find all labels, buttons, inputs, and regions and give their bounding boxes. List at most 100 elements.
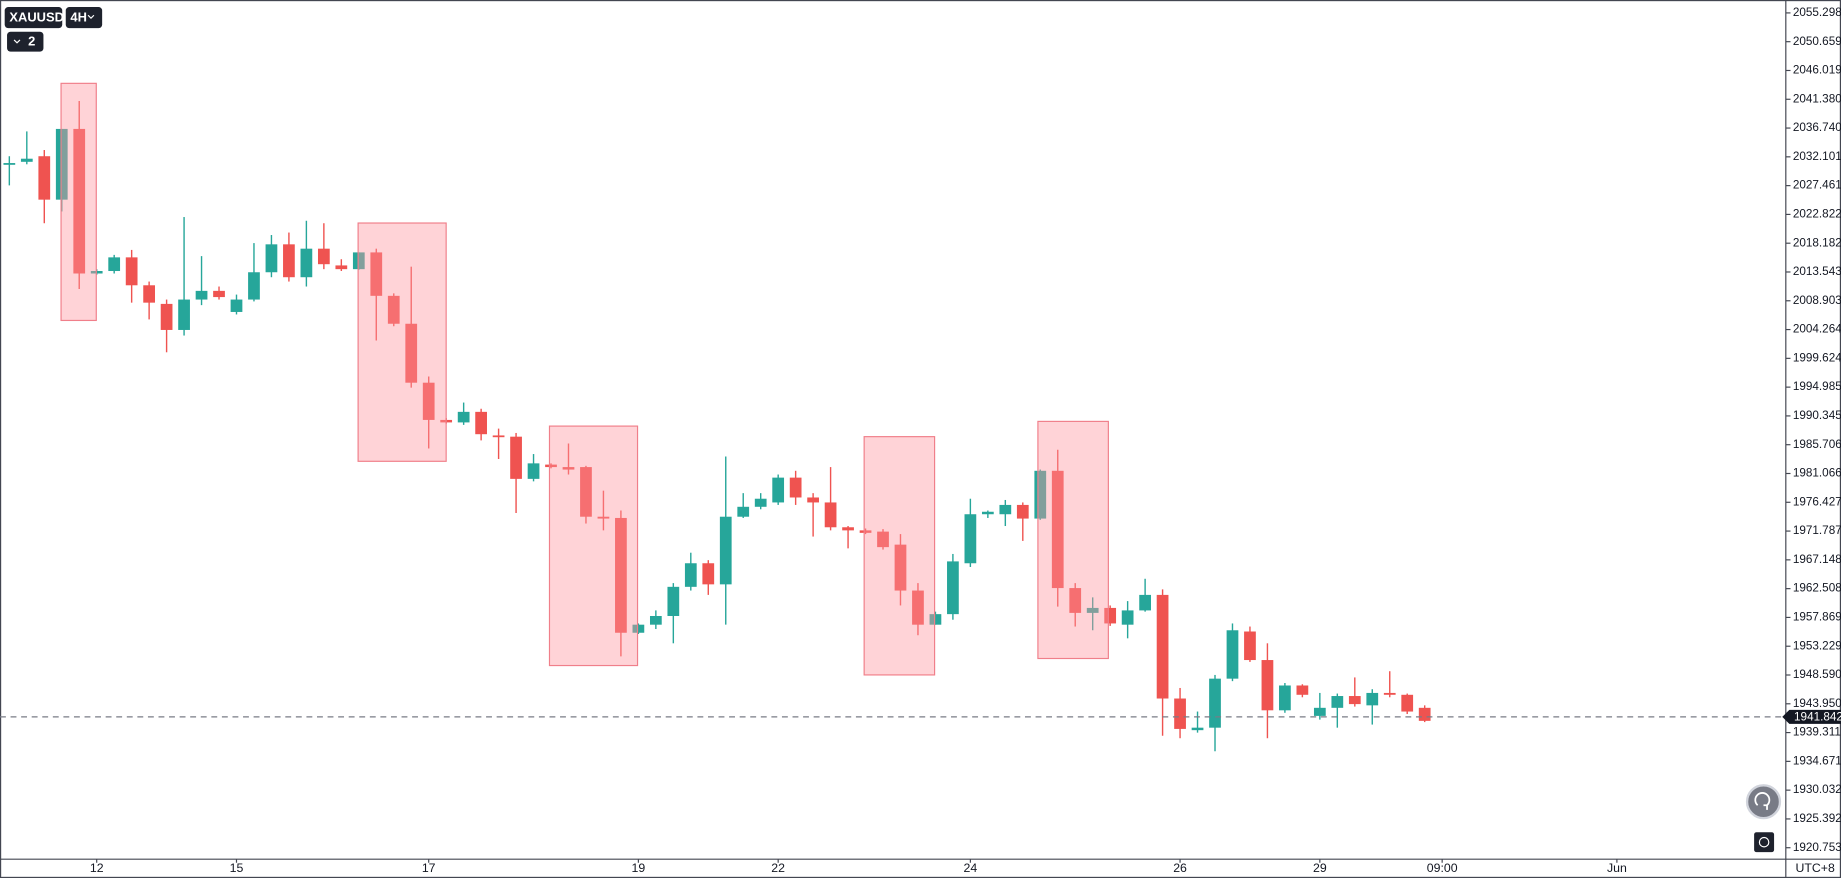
symbol: XAUUSD xyxy=(9,10,64,25)
highlight-box xyxy=(863,436,936,676)
symbol-badge[interactable] xyxy=(4,7,63,29)
x-tick-label: Jun xyxy=(1607,861,1627,875)
highlight-box xyxy=(548,425,639,667)
x-tick-label: 24 xyxy=(964,861,978,875)
candle-body xyxy=(824,502,837,528)
candle-body xyxy=(702,563,715,585)
candle-body xyxy=(1261,660,1274,711)
last-price-label: 1941.842 xyxy=(1794,711,1841,724)
candle-body xyxy=(20,158,33,162)
y-tick-label: 1967.148 xyxy=(1793,553,1841,566)
candle-body xyxy=(772,477,785,503)
last-price-tag xyxy=(1782,709,1841,724)
y-tick-label: 1985.706 xyxy=(1793,438,1841,451)
candle-body xyxy=(807,497,819,503)
candle-body xyxy=(335,265,348,270)
chevron xyxy=(87,14,95,20)
plot-area xyxy=(0,101,1786,752)
candle-body xyxy=(1016,504,1029,519)
candle-body xyxy=(178,299,190,330)
candle-body xyxy=(684,563,697,587)
candle-body xyxy=(1156,594,1169,699)
candle-body xyxy=(1191,727,1204,731)
highlight-box xyxy=(1037,420,1109,660)
candle-body xyxy=(510,436,522,479)
candle-body xyxy=(1226,630,1239,679)
candle-body xyxy=(475,411,487,435)
candle-body xyxy=(1348,696,1361,705)
candle-body xyxy=(580,467,592,517)
y-tick-label: 1948.590 xyxy=(1793,668,1841,681)
candle-body xyxy=(73,128,86,274)
candle-body xyxy=(877,531,889,548)
y-tick-label: 1962.508 xyxy=(1793,582,1841,595)
candle-body xyxy=(1034,470,1047,519)
candle-body xyxy=(527,463,540,479)
y-tick-label: 2041.380 xyxy=(1793,92,1841,105)
y-tick-label: 1957.869 xyxy=(1793,611,1841,624)
candle-body xyxy=(1069,588,1082,613)
y-tick-label: 2027.461 xyxy=(1793,179,1841,192)
candle-body xyxy=(1279,685,1291,711)
candle-body xyxy=(108,257,121,272)
x-tick-label: 09:00 xyxy=(1427,861,1458,875)
candle-body xyxy=(317,248,330,265)
candle-body xyxy=(894,544,907,591)
candle-body xyxy=(352,252,365,270)
x-tick-label: 12 xyxy=(90,861,104,875)
y-tick-label: 2050.659 xyxy=(1793,35,1841,48)
timezone[interactable]: UTC+8 xyxy=(1795,861,1834,875)
candle-body xyxy=(195,290,208,300)
candle-body xyxy=(1296,685,1309,695)
candle-body xyxy=(300,248,313,278)
y-tick-label: 1990.345 xyxy=(1793,409,1841,422)
overlay-buttons xyxy=(1745,784,1782,853)
auto-scale-button[interactable] xyxy=(1754,832,1775,853)
y-tick-label: 2008.903 xyxy=(1793,294,1841,307)
candle-body xyxy=(1366,692,1379,706)
candle-body xyxy=(964,514,977,564)
candle-body xyxy=(160,303,173,330)
x-tick-label: 15 xyxy=(230,861,244,875)
y-tick-label: 2055.298 xyxy=(1793,6,1841,19)
y-tick-label: 1953.229 xyxy=(1793,639,1841,652)
candle-body xyxy=(1383,692,1396,695)
chevron xyxy=(13,39,21,44)
candle-body xyxy=(1104,607,1117,624)
candle-body xyxy=(929,614,942,625)
candle-body xyxy=(1401,694,1414,712)
interval-badge[interactable] xyxy=(65,7,103,29)
x-tick-label: 19 xyxy=(632,861,646,875)
candle-body xyxy=(545,464,557,468)
highlight-box xyxy=(357,222,447,462)
x-tick-label: 17 xyxy=(422,861,436,875)
candle-body xyxy=(422,382,435,420)
candle-body xyxy=(1418,707,1431,721)
y-tick-label: 1934.671 xyxy=(1793,754,1841,767)
candle-body xyxy=(1331,696,1344,708)
candle-body xyxy=(737,506,750,517)
reset-button[interactable] xyxy=(1745,784,1782,820)
y-tick-label: 2018.182 xyxy=(1793,236,1841,249)
candle-body xyxy=(615,517,627,633)
candle-body xyxy=(492,435,505,438)
candle-body xyxy=(230,299,243,312)
y-tick-label: 1971.787 xyxy=(1793,524,1841,537)
candle-body xyxy=(912,590,924,625)
candle-body xyxy=(754,498,767,507)
candle-body xyxy=(1051,470,1064,589)
candle-body xyxy=(370,252,383,296)
x-tick-label: 29 xyxy=(1313,861,1327,875)
candle-body xyxy=(649,615,662,625)
y-tick-label: 1994.985 xyxy=(1793,380,1841,393)
indicator-badge[interactable] xyxy=(7,31,44,52)
candle-body xyxy=(859,530,872,533)
x-tick-label: 22 xyxy=(771,861,785,875)
candle-body xyxy=(1121,610,1134,625)
candle-body xyxy=(405,323,418,383)
y-tick-label: 1925.392 xyxy=(1793,812,1841,825)
candle-body xyxy=(457,411,470,423)
candle-body xyxy=(55,128,68,200)
